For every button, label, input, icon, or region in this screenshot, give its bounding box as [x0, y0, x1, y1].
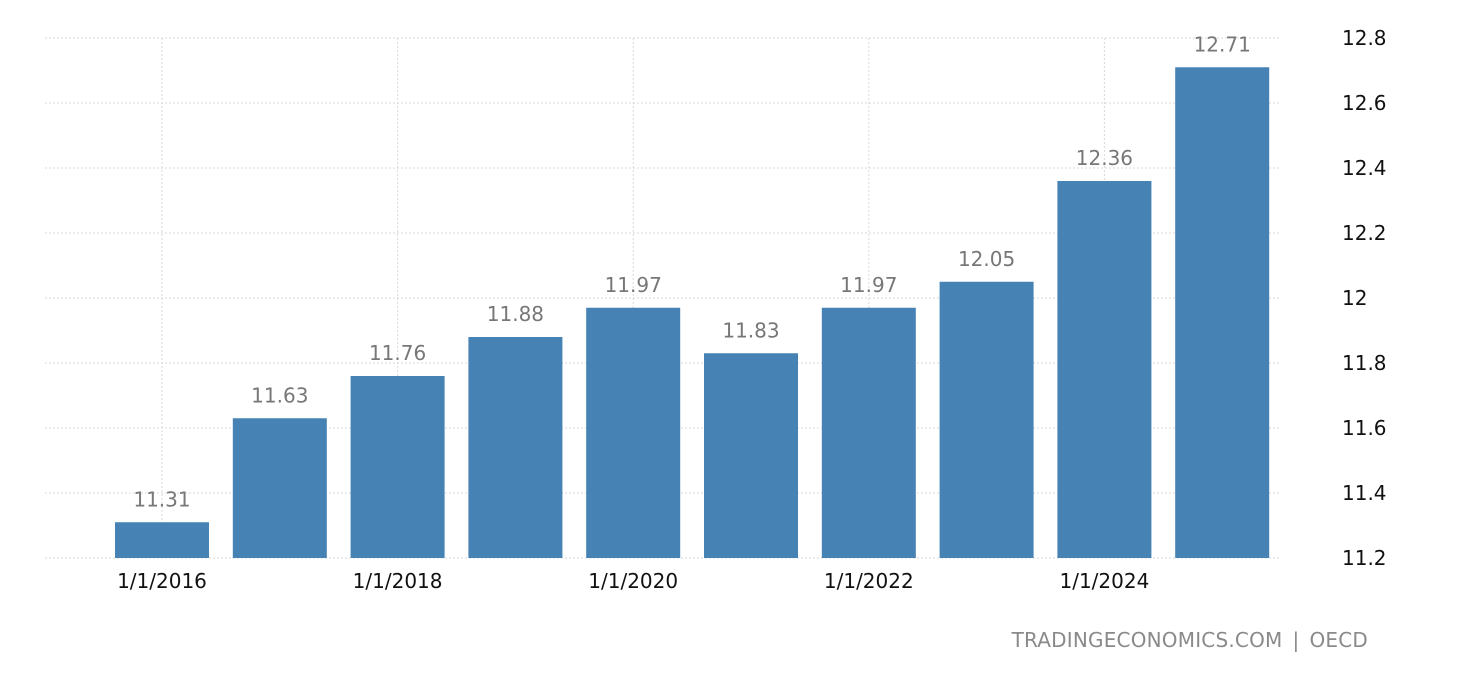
y-tick-label: 11.6 — [1342, 416, 1387, 440]
y-tick-label: 11.8 — [1342, 351, 1387, 375]
bar — [939, 281, 1034, 558]
source-provider: OECD — [1309, 628, 1368, 652]
bar — [232, 418, 327, 558]
bar — [704, 353, 798, 558]
y-tick-label: 12.6 — [1342, 91, 1387, 115]
x-tick-label: 1/1/2018 — [353, 569, 443, 593]
source-site: TRADINGECONOMICS.COM — [1011, 628, 1283, 652]
source-attribution: TRADINGECONOMICS.COM | OECD — [1012, 628, 1368, 652]
data-label: 11.97 — [605, 273, 662, 297]
y-tick-label: 11.2 — [1342, 546, 1387, 570]
x-axis: 1/1/2016 1/1/2018 1/1/2020 1/1/2022 1/1/2024 — [117, 569, 1149, 593]
y-tick-label: 12 — [1342, 286, 1367, 310]
y-axis: 11.2 11.4 11.6 11.8 12 12.2 12.4 12.6 12.8 — [1342, 26, 1387, 570]
y-tick-label: 12.2 — [1342, 221, 1387, 245]
bar — [1175, 67, 1270, 558]
bar — [1057, 181, 1152, 558]
data-label: 12.71 — [1194, 32, 1251, 56]
bar — [586, 307, 681, 558]
y-tick-label: 11.4 — [1342, 481, 1387, 505]
x-tick-label: 1/1/2016 — [117, 569, 207, 593]
bars — [115, 67, 1270, 558]
bar — [468, 337, 563, 558]
bar — [115, 522, 209, 558]
y-tick-label: 12.4 — [1342, 156, 1387, 180]
x-tick-label: 1/1/2022 — [824, 569, 914, 593]
data-label: 11.97 — [840, 273, 897, 297]
y-tick-label: 12.8 — [1342, 26, 1387, 50]
source-separator: | — [1292, 628, 1300, 652]
data-label: 11.63 — [251, 383, 308, 407]
data-label: 11.31 — [133, 487, 190, 511]
bar — [350, 376, 445, 558]
data-label: 11.76 — [369, 341, 426, 365]
data-label: 11.88 — [487, 302, 544, 326]
x-tick-label: 1/1/2020 — [588, 569, 678, 593]
data-label: 12.05 — [958, 247, 1015, 271]
bar — [821, 307, 916, 558]
data-label: 12.36 — [1076, 146, 1133, 170]
x-tick-label: 1/1/2024 — [1059, 569, 1149, 593]
data-labels: 11.31 11.63 11.76 11.88 11.97 11.83 11.97 12.05… — [133, 32, 1250, 511]
data-label: 11.83 — [722, 318, 779, 342]
